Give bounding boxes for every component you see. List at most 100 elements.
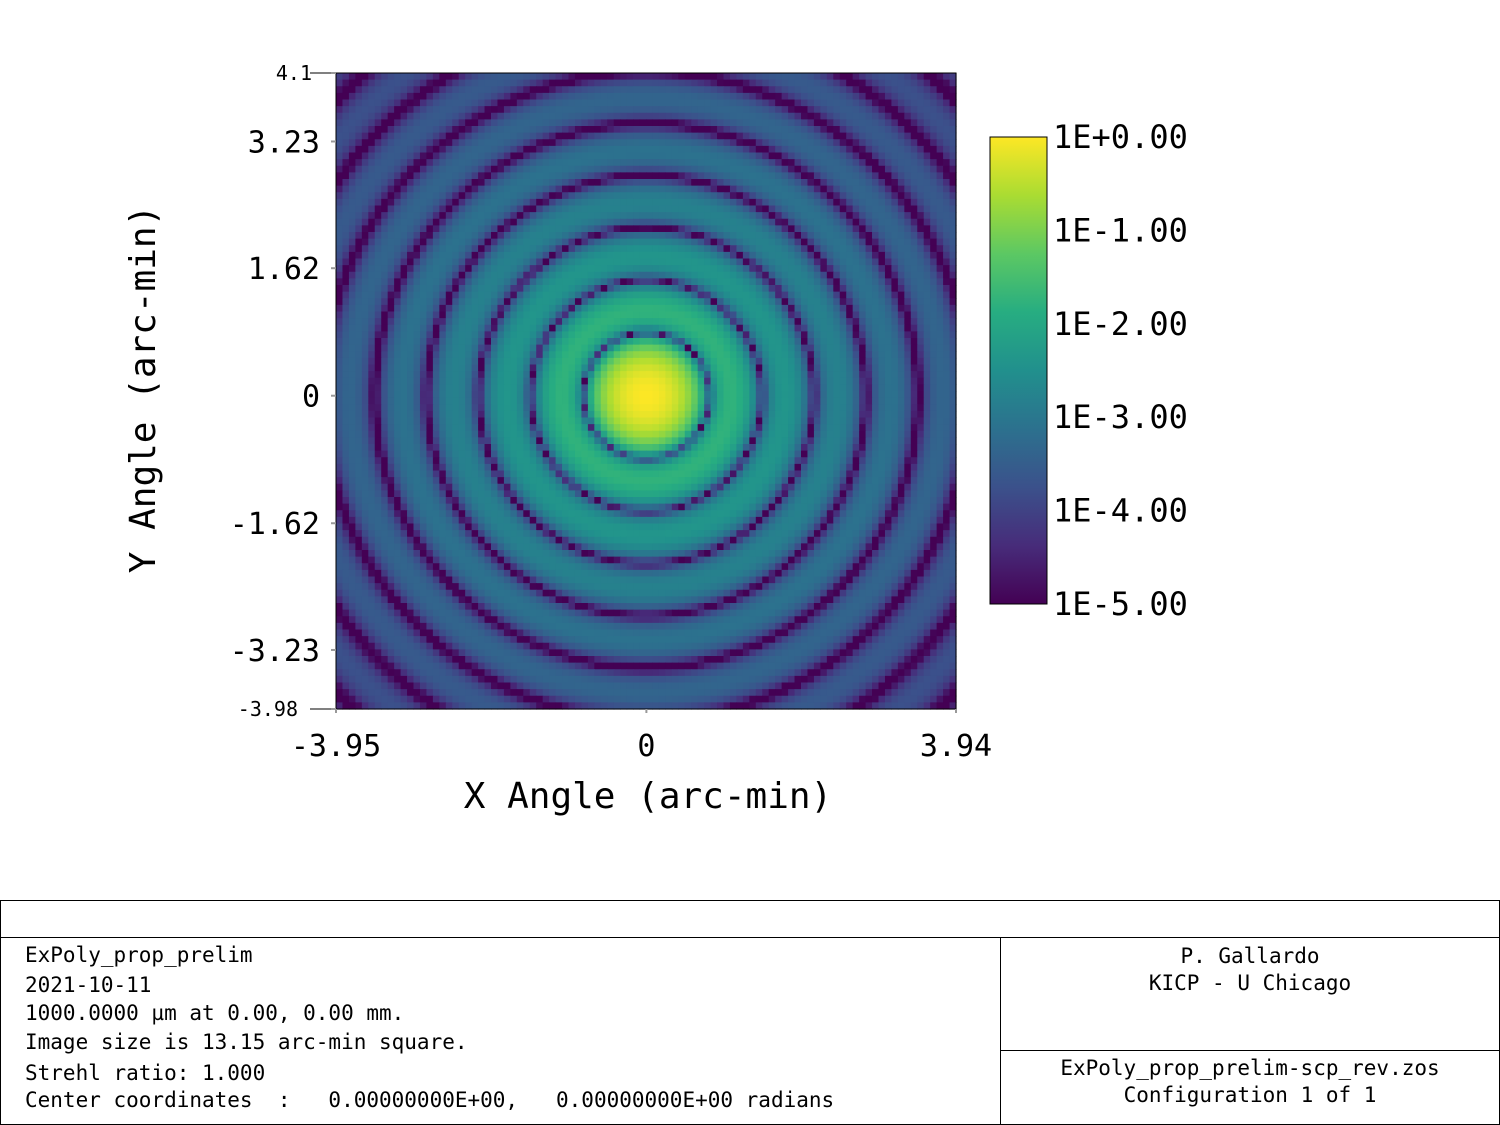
heatmap-cell <box>613 212 621 220</box>
heatmap-cell <box>936 285 944 293</box>
heatmap-cell <box>478 132 486 140</box>
heatmap-cell <box>852 377 860 385</box>
heatmap-cell <box>549 106 557 114</box>
heatmap-cell <box>491 126 499 134</box>
heatmap-cell <box>930 410 938 419</box>
heatmap-cell <box>639 159 647 167</box>
heatmap-cell <box>865 291 873 299</box>
heatmap-cell <box>704 298 712 306</box>
heatmap-cell <box>348 298 356 306</box>
heatmap-cell <box>620 92 628 101</box>
heatmap-cell <box>516 92 524 101</box>
heatmap-cell <box>884 225 893 233</box>
heatmap-cell <box>788 410 796 419</box>
heatmap-cell <box>348 245 356 253</box>
heatmap-cell <box>813 99 821 107</box>
heatmap-cell <box>891 152 899 160</box>
heatmap-cell <box>633 397 641 405</box>
heatmap-cell <box>923 73 931 81</box>
heatmap-cell <box>510 192 518 200</box>
heatmap-cell <box>607 212 615 220</box>
heatmap-cell <box>678 139 686 147</box>
heatmap-cell <box>465 410 473 419</box>
heatmap-cell <box>936 73 944 81</box>
heatmap-cell <box>536 245 544 253</box>
heatmap-cell <box>503 324 511 332</box>
heatmap-cell <box>355 205 363 213</box>
heatmap-cell <box>529 318 537 326</box>
heatmap-cell <box>678 324 686 332</box>
heatmap-cell <box>497 165 505 173</box>
heatmap-cell <box>884 258 893 266</box>
heatmap-cell <box>691 291 699 299</box>
heatmap-cell <box>413 251 421 260</box>
heatmap-cell <box>917 410 925 419</box>
heatmap-cell <box>904 318 912 326</box>
heatmap-cell <box>574 119 583 127</box>
heatmap-cell <box>445 291 453 299</box>
heatmap-cell <box>917 132 925 140</box>
heatmap-cell <box>923 205 931 213</box>
heatmap-cell <box>581 324 589 332</box>
heatmap-cell <box>794 351 802 359</box>
heatmap-cell <box>729 192 738 200</box>
heatmap-cell <box>846 112 854 120</box>
heatmap-cell <box>484 205 492 213</box>
heatmap-cell <box>471 73 479 81</box>
heatmap-cell <box>348 119 356 127</box>
heatmap-cell <box>419 384 428 392</box>
heatmap-cell <box>562 338 570 346</box>
heatmap-cell <box>910 232 918 240</box>
heatmap-cell <box>904 212 912 220</box>
heatmap-cell <box>697 145 705 154</box>
heatmap-cell <box>936 126 944 134</box>
heatmap-cell <box>878 377 886 385</box>
heatmap-cell <box>665 271 673 279</box>
heatmap-cell <box>536 126 544 134</box>
heatmap-cell <box>503 265 511 273</box>
heatmap-cell <box>542 245 550 253</box>
heatmap-cell <box>387 377 395 385</box>
heatmap-cell <box>788 291 796 299</box>
heatmap-cell <box>949 106 957 114</box>
heatmap-cell <box>717 126 725 134</box>
heatmap-cell <box>923 338 931 346</box>
heatmap-cell <box>336 397 344 405</box>
heatmap-cell <box>652 145 660 154</box>
heatmap-cell <box>568 152 576 160</box>
heatmap-cell <box>523 192 531 200</box>
heatmap-cell <box>904 218 912 226</box>
heatmap-cell <box>943 92 951 101</box>
heatmap-cell <box>917 139 925 147</box>
heatmap-cell <box>336 185 344 193</box>
heatmap-cell <box>348 198 356 207</box>
heatmap-cell <box>684 278 692 286</box>
heatmap-cell <box>852 205 860 213</box>
heatmap-cell <box>336 198 344 207</box>
heatmap-cell <box>491 225 499 233</box>
heatmap-cell <box>910 126 918 134</box>
heatmap-cell <box>762 371 770 379</box>
heatmap-cell <box>943 391 951 399</box>
heatmap-cell <box>497 232 505 240</box>
heatmap-cell <box>710 238 718 246</box>
heatmap-cell <box>671 304 679 313</box>
heatmap-cell <box>807 185 815 193</box>
heatmap-cell <box>717 364 725 372</box>
heatmap-cell <box>336 152 344 160</box>
heatmap-cell <box>581 152 589 160</box>
heatmap-cell <box>775 99 783 107</box>
heatmap-cell <box>497 298 505 306</box>
heatmap-cell <box>555 311 563 319</box>
heatmap-cell <box>697 397 705 405</box>
heatmap-cell <box>639 172 647 180</box>
heatmap-cell <box>413 179 421 187</box>
heatmap-cell <box>549 238 557 246</box>
heatmap-cell <box>704 278 712 286</box>
heatmap-cell <box>381 318 389 326</box>
heatmap-cell <box>478 205 486 213</box>
heatmap-cell <box>878 258 886 266</box>
heatmap-cell <box>923 344 931 352</box>
heatmap-cell <box>762 99 770 107</box>
heatmap-cell <box>646 92 654 101</box>
